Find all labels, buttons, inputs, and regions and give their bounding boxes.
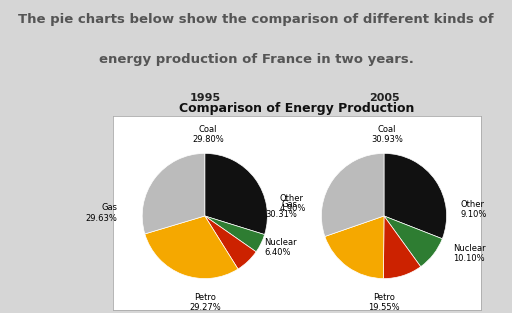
Text: Other
9.10%: Other 9.10% (460, 200, 487, 219)
Text: Coal
30.93%: Coal 30.93% (371, 125, 403, 144)
Text: 1995: 1995 (189, 93, 220, 103)
Text: energy production of France in two years.: energy production of France in two years… (99, 53, 413, 66)
Title: Comparison of Energy Production: Comparison of Energy Production (179, 102, 415, 115)
Wedge shape (142, 153, 205, 234)
Wedge shape (205, 216, 256, 269)
Wedge shape (322, 153, 384, 237)
Wedge shape (145, 216, 238, 279)
Text: Gas
30.31%: Gas 30.31% (266, 200, 297, 219)
Wedge shape (384, 153, 446, 239)
Wedge shape (325, 216, 384, 279)
Text: Gas
29.63%: Gas 29.63% (86, 203, 117, 223)
Text: 2005: 2005 (369, 93, 399, 103)
Text: Coal
29.80%: Coal 29.80% (192, 125, 224, 144)
Wedge shape (205, 216, 265, 252)
Text: Nuclear
10.10%: Nuclear 10.10% (453, 244, 485, 263)
Wedge shape (205, 153, 267, 234)
Text: Nuclear
6.40%: Nuclear 6.40% (264, 238, 297, 257)
Text: Petro
19.55%: Petro 19.55% (368, 293, 400, 312)
Text: The pie charts below show the comparison of different kinds of: The pie charts below show the comparison… (18, 13, 494, 26)
Wedge shape (383, 216, 421, 279)
Text: Petro
29.27%: Petro 29.27% (189, 293, 221, 312)
Wedge shape (384, 216, 442, 267)
Text: Other
4.90%: Other 4.90% (280, 194, 306, 213)
